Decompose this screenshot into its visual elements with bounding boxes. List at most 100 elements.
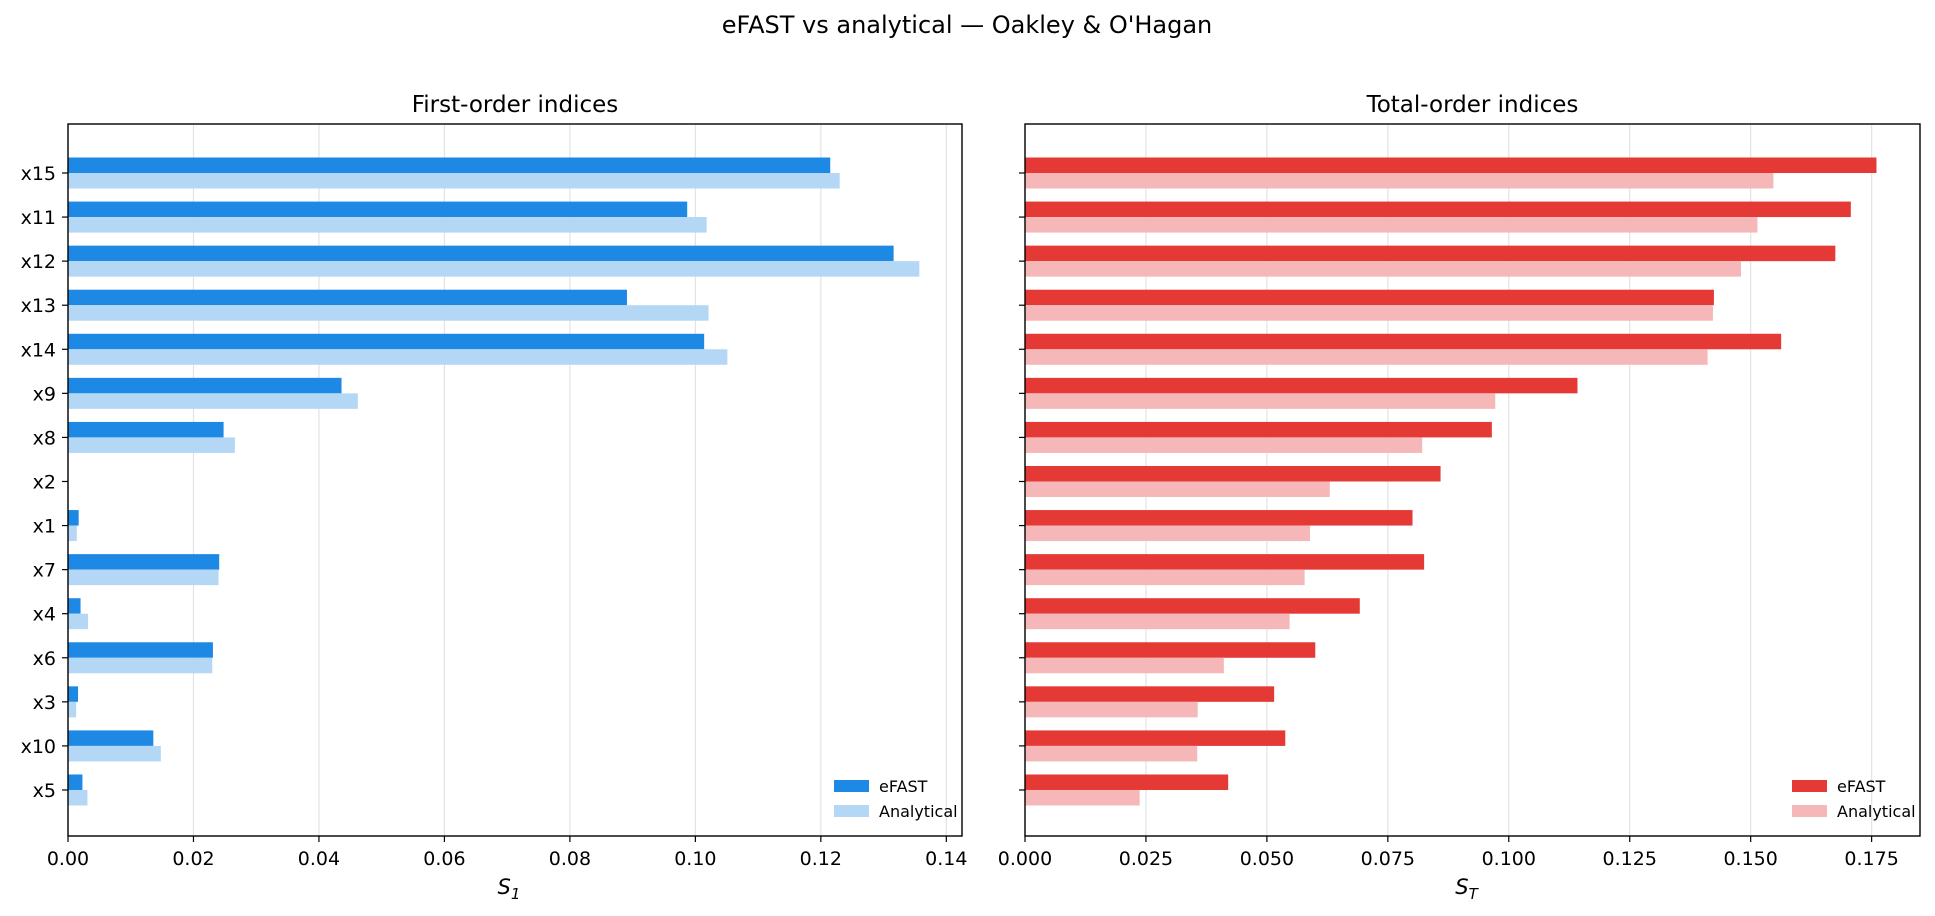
y-tick-label: x14 bbox=[21, 339, 56, 361]
x-tick-label: 0.12 bbox=[800, 848, 842, 870]
x-tick-label: 0.04 bbox=[298, 848, 340, 870]
x-tick-label: 0.14 bbox=[925, 848, 967, 870]
x-tick-label: 0.00 bbox=[47, 848, 89, 870]
bar-analytical-x8 bbox=[68, 437, 235, 453]
x-tick-label: 0.175 bbox=[1844, 848, 1898, 870]
panel-title: First-order indices bbox=[412, 92, 619, 118]
bar-analytical-x6 bbox=[1025, 657, 1224, 674]
bar-efast-x6 bbox=[68, 642, 213, 658]
y-tick-label: x8 bbox=[33, 427, 56, 449]
y-tick-label: x7 bbox=[33, 560, 56, 582]
bar-analytical-x7 bbox=[1025, 569, 1305, 586]
bar-analytical-x13 bbox=[68, 305, 709, 321]
bar-analytical-x4 bbox=[1025, 613, 1290, 630]
x-axis-label: S1 bbox=[498, 875, 521, 903]
y-tick-label: x15 bbox=[21, 163, 56, 185]
bar-analytical-x9 bbox=[68, 393, 358, 409]
legend-label: Analytical bbox=[1837, 802, 1916, 821]
legend: eFAST Analytical bbox=[834, 777, 958, 821]
figure-title: eFAST vs analytical — Oakley & O'Hagan bbox=[722, 11, 1213, 39]
bar-analytical-x15 bbox=[68, 173, 840, 189]
bar-analytical-x10 bbox=[68, 745, 161, 762]
bar-efast-x4 bbox=[1025, 598, 1360, 614]
x-tick-label: 0.02 bbox=[172, 848, 214, 870]
bar-analytical-x2 bbox=[1025, 481, 1330, 497]
bar-analytical-x8 bbox=[1025, 437, 1423, 453]
y-tick-label: x1 bbox=[33, 516, 56, 538]
bar-efast-x14 bbox=[1025, 333, 1782, 350]
legend-swatch bbox=[1792, 805, 1827, 817]
legend-label: eFAST bbox=[1837, 777, 1886, 796]
bar-efast-x9 bbox=[68, 377, 342, 394]
bar-efast-x12 bbox=[1025, 245, 1836, 262]
bar-analytical-x12 bbox=[1025, 261, 1741, 277]
bar-analytical-x5 bbox=[1025, 789, 1140, 806]
legend-swatch bbox=[834, 805, 869, 817]
x-tick-label: 0.050 bbox=[1240, 848, 1294, 870]
y-tick-label: x5 bbox=[33, 780, 56, 802]
bar-efast-x3 bbox=[68, 686, 79, 702]
bar-efast-x9 bbox=[1025, 377, 1578, 394]
y-tick-label: x6 bbox=[33, 648, 56, 670]
bar-analytical-x4 bbox=[68, 613, 89, 630]
panel-title: Total-order indices bbox=[1366, 92, 1579, 118]
bar-analytical-x14 bbox=[68, 349, 728, 365]
x-tick-label: 0.025 bbox=[1119, 848, 1173, 870]
legend-label: eFAST bbox=[879, 777, 928, 796]
bar-efast-x10 bbox=[68, 730, 154, 746]
bar-efast-x7 bbox=[68, 554, 220, 570]
y-tick-label: x2 bbox=[33, 471, 56, 493]
bar-analytical-x11 bbox=[68, 217, 707, 233]
legend: eFAST Analytical bbox=[1792, 777, 1916, 821]
bar-analytical-x3 bbox=[1025, 701, 1198, 718]
x-tick-label: 0.075 bbox=[1361, 848, 1415, 870]
bar-efast-x11 bbox=[1025, 201, 1851, 218]
bar-analytical-x12 bbox=[68, 261, 920, 277]
bar-analytical-x14 bbox=[1025, 349, 1708, 365]
x-tick-label: 0.150 bbox=[1723, 848, 1777, 870]
bar-efast-x12 bbox=[68, 245, 894, 262]
x-tick-label: 0.125 bbox=[1603, 848, 1657, 870]
bar-analytical-x1 bbox=[68, 525, 77, 542]
bar-efast-x3 bbox=[1025, 686, 1275, 702]
bar-efast-x8 bbox=[1025, 421, 1492, 438]
y-tick-label: x4 bbox=[33, 604, 56, 626]
bar-efast-x2 bbox=[1025, 465, 1441, 482]
legend-label: Analytical bbox=[879, 802, 958, 821]
bar-analytical-x11 bbox=[1025, 217, 1758, 233]
y-tick-label: x12 bbox=[21, 251, 56, 273]
bar-efast-x15 bbox=[68, 157, 831, 173]
bar-analytical-x6 bbox=[68, 657, 213, 674]
bar-efast-x5 bbox=[68, 774, 83, 790]
bar-efast-x4 bbox=[68, 598, 81, 614]
y-tick-label: x11 bbox=[21, 207, 56, 229]
total-order-panel: Total-order indices 0.000 0.025 0.050 0.075 0… bbox=[998, 92, 1921, 903]
x-tick-label: 0.000 bbox=[998, 848, 1052, 870]
bar-efast-x1 bbox=[68, 510, 79, 526]
x-tick-label: 0.08 bbox=[549, 848, 591, 870]
x-axis-label: ST bbox=[1455, 875, 1479, 903]
bar-efast-x5 bbox=[1025, 774, 1229, 790]
x-tick-label: 0.10 bbox=[674, 848, 716, 870]
bar-analytical-x3 bbox=[68, 701, 77, 718]
bar-efast-x14 bbox=[68, 333, 705, 350]
bar-efast-x13 bbox=[68, 289, 627, 306]
bar-efast-x8 bbox=[68, 421, 224, 438]
bar-efast-x7 bbox=[1025, 554, 1425, 570]
x-tick-label: 0.06 bbox=[423, 848, 465, 870]
axes-frame bbox=[67, 123, 963, 837]
x-tick-label: 0.100 bbox=[1482, 848, 1536, 870]
legend-swatch bbox=[834, 780, 869, 792]
bar-efast-x13 bbox=[1025, 289, 1714, 306]
bar-analytical-x1 bbox=[1025, 525, 1310, 542]
bar-analytical-x13 bbox=[1025, 305, 1713, 321]
first-order-panel: First-order indices x15 x11 x12 x13 x14 x9 x8 x2… bbox=[21, 92, 968, 903]
bar-efast-x1 bbox=[1025, 510, 1413, 526]
axes-frame bbox=[1024, 123, 1921, 837]
bar-efast-x15 bbox=[1025, 157, 1877, 173]
bar-efast-x11 bbox=[68, 201, 688, 218]
legend-swatch bbox=[1792, 780, 1827, 792]
y-tick-label: x13 bbox=[21, 295, 56, 317]
bar-analytical-x10 bbox=[1025, 745, 1198, 762]
